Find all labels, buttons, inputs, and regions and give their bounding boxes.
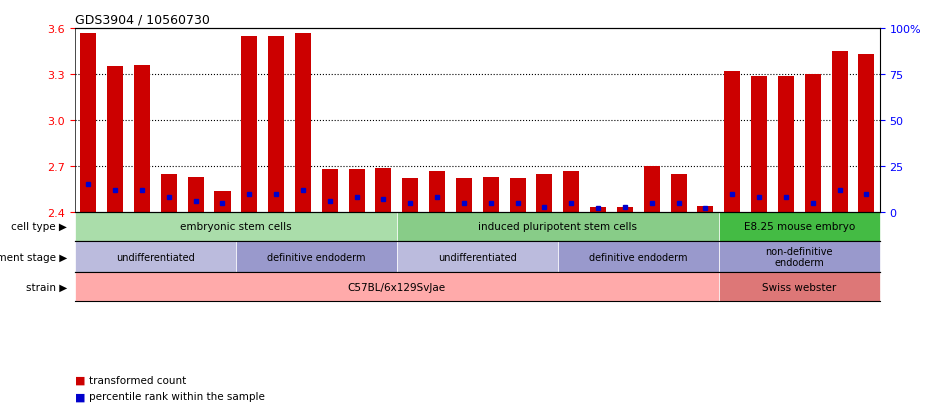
Text: development stage ▶: development stage ▶ [0, 252, 66, 262]
FancyBboxPatch shape [719, 241, 880, 273]
Bar [456, 179, 472, 213]
FancyBboxPatch shape [719, 273, 880, 301]
Bar [268, 37, 285, 213]
FancyBboxPatch shape [236, 241, 397, 273]
Text: definitive endoderm: definitive endoderm [589, 252, 688, 262]
Bar [214, 191, 230, 213]
Bar [778, 76, 794, 213]
Bar [858, 55, 874, 213]
Bar [375, 168, 391, 213]
Bar [670, 174, 687, 213]
Bar [509, 179, 526, 213]
Text: undifferentiated: undifferentiated [116, 252, 195, 262]
Bar [617, 208, 633, 213]
FancyBboxPatch shape [719, 213, 880, 241]
Text: percentile rank within the sample: percentile rank within the sample [89, 392, 265, 401]
Bar [751, 76, 768, 213]
Bar [697, 206, 713, 213]
Bar [134, 66, 150, 213]
Bar [536, 174, 552, 213]
Bar [161, 174, 177, 213]
FancyBboxPatch shape [558, 241, 719, 273]
Text: ■: ■ [75, 375, 85, 385]
Bar [241, 37, 257, 213]
Bar [805, 75, 821, 213]
Bar [80, 33, 96, 213]
FancyBboxPatch shape [75, 241, 236, 273]
Text: Swiss webster: Swiss webster [762, 282, 837, 292]
Bar [590, 208, 607, 213]
Bar [107, 67, 124, 213]
FancyBboxPatch shape [75, 213, 397, 241]
Bar [187, 177, 204, 213]
Bar [644, 166, 660, 213]
Bar [348, 170, 365, 213]
Text: E8.25 mouse embryo: E8.25 mouse embryo [744, 222, 855, 232]
FancyBboxPatch shape [397, 241, 558, 273]
Text: cell type ▶: cell type ▶ [11, 222, 66, 232]
Bar [402, 179, 418, 213]
Text: non-definitive
endoderm: non-definitive endoderm [766, 246, 833, 268]
Bar [483, 177, 499, 213]
Bar [322, 170, 338, 213]
Text: GDS3904 / 10560730: GDS3904 / 10560730 [75, 13, 210, 26]
Text: undifferentiated: undifferentiated [438, 252, 517, 262]
Text: strain ▶: strain ▶ [25, 282, 66, 292]
Text: embryonic stem cells: embryonic stem cells [180, 222, 292, 232]
FancyBboxPatch shape [397, 213, 719, 241]
Text: induced pluripotent stem cells: induced pluripotent stem cells [478, 222, 637, 232]
Text: C57BL/6x129SvJae: C57BL/6x129SvJae [348, 282, 446, 292]
Bar [831, 52, 848, 213]
Bar [563, 171, 579, 213]
Bar [724, 72, 740, 213]
Text: ■: ■ [75, 392, 85, 401]
FancyBboxPatch shape [75, 273, 719, 301]
Text: transformed count: transformed count [89, 375, 186, 385]
Bar [295, 33, 311, 213]
Text: definitive endoderm: definitive endoderm [267, 252, 366, 262]
Bar [429, 171, 446, 213]
